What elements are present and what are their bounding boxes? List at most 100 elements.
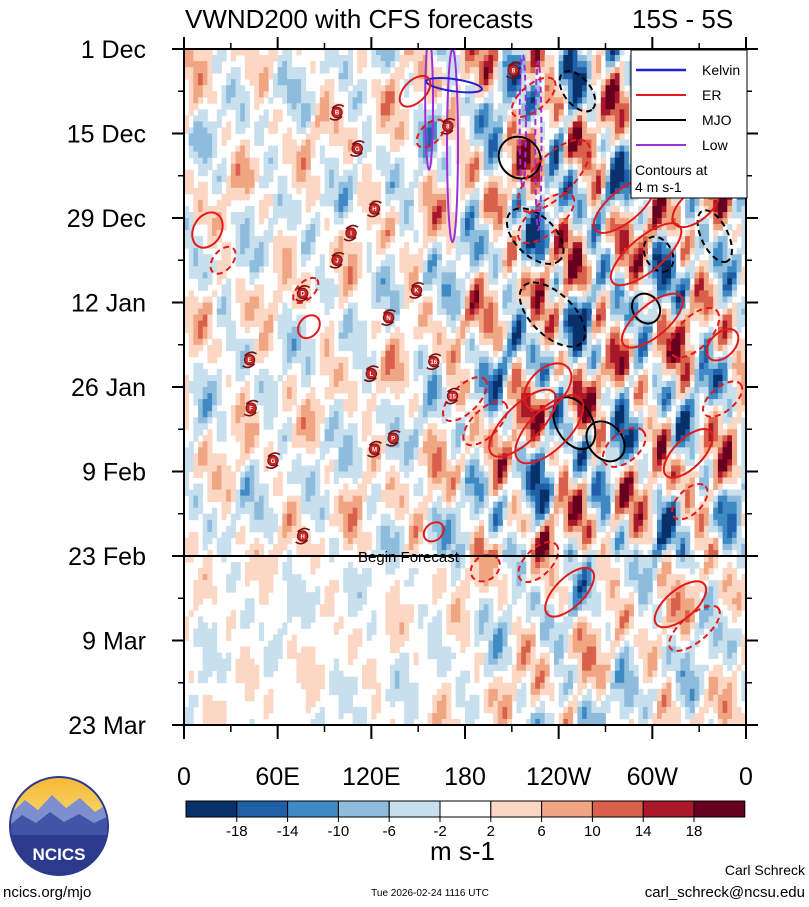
field-cell [479,387,485,394]
field-cell [502,374,508,382]
field-cell [376,495,382,503]
field-cell [188,266,194,273]
field-cell [502,688,508,696]
field-cell [315,483,321,491]
field-cell [357,489,363,497]
field-cell [361,549,368,557]
field-cell [479,483,485,491]
field-cell [188,387,194,394]
field-cell [277,489,283,497]
field-cell [446,489,452,497]
field-cell [230,429,236,436]
field-cell [254,465,260,472]
field-cell [263,501,269,509]
field-cell [427,513,433,521]
field-cell [361,332,368,340]
field-cell [474,193,480,201]
field-cell [408,549,414,557]
field-cell [184,121,190,128]
field-cell [268,49,274,56]
field-cell [361,49,368,56]
field-cell [319,405,325,412]
field-cell [235,151,241,159]
field-cell [226,284,232,291]
field-cell [319,260,325,267]
field-cell [465,55,471,62]
field-cell [497,356,503,364]
field-cell [361,338,368,346]
field-cell [198,55,204,62]
field-cell [432,483,438,491]
field-cell [436,193,442,201]
field-cell [493,640,499,647]
field-cell [465,393,471,400]
field-cell [343,139,349,146]
field-cell [446,187,452,195]
field-cell [329,465,335,472]
field-cell [446,296,452,303]
field-cell [188,218,194,225]
field-cell [390,537,396,545]
field-cell [418,260,424,267]
field-cell [450,260,457,267]
field-cell [240,121,246,128]
field-cell [436,260,442,267]
field-cell [188,513,194,521]
field-cell [488,574,494,581]
field-cell [287,652,293,660]
field-cell [272,121,279,128]
field-cell [282,531,288,539]
field-cell [343,374,349,382]
field-cell [479,236,485,243]
field-cell [394,598,400,605]
field-cell [404,634,410,641]
field-cell [460,284,466,291]
field-cell [399,344,405,352]
field-cell [474,501,480,509]
field-cell [357,103,363,110]
field-cell [422,211,428,219]
field-cell [258,97,265,104]
field-cell [507,49,513,56]
field-cell [268,706,274,714]
field-cell [310,664,316,672]
field-cell [497,181,503,189]
field-cell [493,501,499,509]
field-cell [184,393,190,400]
field-cell [291,332,297,340]
field-cell [338,387,344,394]
field-cell [446,320,452,328]
field-cell [347,320,353,328]
field-cell [310,242,316,249]
field-cell [329,85,335,92]
field-cell [310,652,316,660]
field-cell [319,278,325,285]
field-cell [502,718,508,725]
field-cell [371,393,377,400]
field-cell [483,495,489,503]
field-cell [488,151,494,159]
field-cell [244,483,250,491]
field-cell [432,628,438,635]
field-cell [479,598,485,605]
field-cell [333,477,339,484]
field-cell [221,417,227,424]
field-cell [347,586,353,593]
field-cell [479,405,485,412]
field-cell [394,670,400,678]
field-cell [361,676,368,684]
field-cell [347,169,353,177]
field-cell [305,622,311,629]
field-cell [188,139,194,146]
field-cell [216,260,222,267]
field-cell [198,670,204,678]
field-cell [436,344,442,352]
field-cell [497,592,503,599]
field-cell [413,236,419,243]
field-cell [226,580,232,587]
field-cell [240,157,246,165]
field-cell [465,205,471,213]
field-cell [282,139,288,146]
field-cell [347,441,353,448]
field-cell [282,278,288,285]
